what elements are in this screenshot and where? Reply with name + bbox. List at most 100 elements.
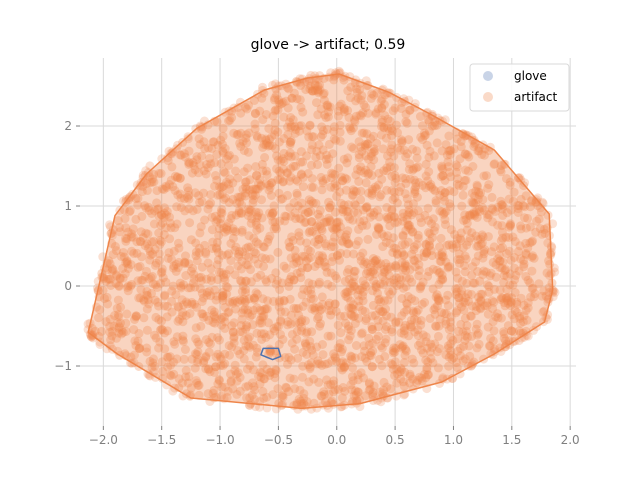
- artifact-point: [252, 171, 261, 181]
- artifact-point: [322, 267, 332, 277]
- artifact-point: [476, 295, 486, 305]
- artifact-point: [509, 187, 519, 197]
- artifact-point: [225, 174, 235, 184]
- artifact-point: [496, 196, 506, 206]
- artifact-point: [338, 176, 348, 185]
- artifact-point: [183, 193, 192, 202]
- artifact-point: [185, 218, 195, 228]
- artifact-point: [323, 100, 332, 110]
- artifact-point: [419, 248, 429, 258]
- artifact-point: [451, 284, 461, 294]
- artifact-point: [274, 98, 284, 107]
- artifact-point: [315, 359, 325, 369]
- artifact-point: [374, 223, 383, 233]
- artifact-point: [222, 222, 232, 232]
- artifact-point: [372, 88, 382, 98]
- artifact-point: [362, 357, 372, 366]
- artifact-point: [389, 187, 399, 197]
- artifact-point: [208, 237, 218, 247]
- artifact-point: [379, 123, 389, 133]
- artifact-point: [371, 282, 381, 291]
- artifact-point: [208, 137, 218, 147]
- artifact-point: [418, 330, 428, 340]
- artifact-point: [291, 214, 301, 224]
- artifact-point: [278, 335, 288, 344]
- artifact-point: [474, 146, 484, 156]
- artifact-point: [194, 339, 204, 349]
- artifact-point: [268, 111, 278, 121]
- artifact-point: [270, 93, 280, 103]
- artifact-point: [296, 121, 306, 131]
- artifact-point: [262, 170, 272, 180]
- artifact-point: [297, 251, 307, 261]
- artifact-point: [287, 330, 297, 339]
- artifact-point: [306, 358, 316, 368]
- artifact-point: [376, 297, 386, 307]
- artifact-point: [370, 256, 380, 266]
- artifact-point: [400, 261, 410, 271]
- artifact-point: [306, 289, 316, 299]
- artifact-point: [530, 289, 540, 299]
- artifact-point: [246, 277, 256, 287]
- artifact-point: [313, 86, 323, 96]
- artifact-point: [348, 300, 358, 310]
- artifact-point: [162, 183, 172, 193]
- artifact-point: [228, 178, 238, 188]
- artifact-point: [378, 272, 388, 282]
- artifact-point: [151, 312, 161, 322]
- artifact-point: [240, 296, 250, 306]
- artifact-point: [195, 140, 205, 149]
- artifact-point: [452, 167, 462, 177]
- artifact-point: [420, 369, 429, 379]
- artifact-point: [470, 278, 480, 288]
- artifact-point: [175, 189, 185, 199]
- artifact-point: [344, 113, 354, 122]
- artifact-point: [111, 279, 121, 288]
- artifact-point: [497, 204, 507, 214]
- artifact-point: [411, 307, 421, 317]
- artifact-point: [133, 262, 143, 272]
- artifact-point: [318, 176, 328, 186]
- artifact-point: [435, 206, 445, 216]
- artifact-point: [505, 280, 515, 290]
- artifact-point: [148, 358, 158, 368]
- artifact-point: [301, 85, 311, 95]
- artifact-point: [373, 288, 382, 298]
- artifact-point: [443, 290, 453, 300]
- artifact-point: [252, 343, 262, 353]
- artifact-cloud: [88, 74, 553, 409]
- artifact-point: [165, 212, 174, 222]
- artifact-point: [331, 353, 340, 363]
- artifact-point: [346, 380, 356, 390]
- artifact-point: [312, 146, 322, 156]
- artifact-point: [201, 169, 211, 179]
- artifact-point: [229, 327, 238, 337]
- artifact-point: [381, 237, 391, 247]
- artifact-point: [329, 376, 339, 386]
- artifact-point: [448, 335, 458, 345]
- artifact-point: [278, 176, 288, 186]
- artifact-point: [388, 364, 398, 374]
- artifact-point: [294, 121, 304, 131]
- artifact-point: [250, 109, 260, 119]
- artifact-point: [271, 366, 281, 376]
- artifact-point: [286, 137, 296, 147]
- artifact-point: [214, 375, 224, 385]
- artifact-point: [307, 345, 317, 355]
- artifact-point: [176, 283, 186, 293]
- artifact-point: [386, 359, 396, 369]
- artifact-point: [374, 304, 384, 314]
- artifact-point: [295, 318, 304, 328]
- artifact-point: [458, 243, 468, 253]
- artifact-point: [186, 383, 196, 393]
- artifact-point: [479, 150, 489, 160]
- artifact-point: [496, 167, 506, 177]
- artifact-point: [308, 198, 318, 208]
- artifact-point: [203, 204, 213, 214]
- artifact-point: [291, 125, 301, 134]
- artifact-points: [83, 66, 560, 414]
- artifact-point: [451, 358, 461, 368]
- artifact-point: [353, 285, 363, 295]
- artifact-point: [206, 264, 216, 274]
- artifact-point: [498, 210, 508, 220]
